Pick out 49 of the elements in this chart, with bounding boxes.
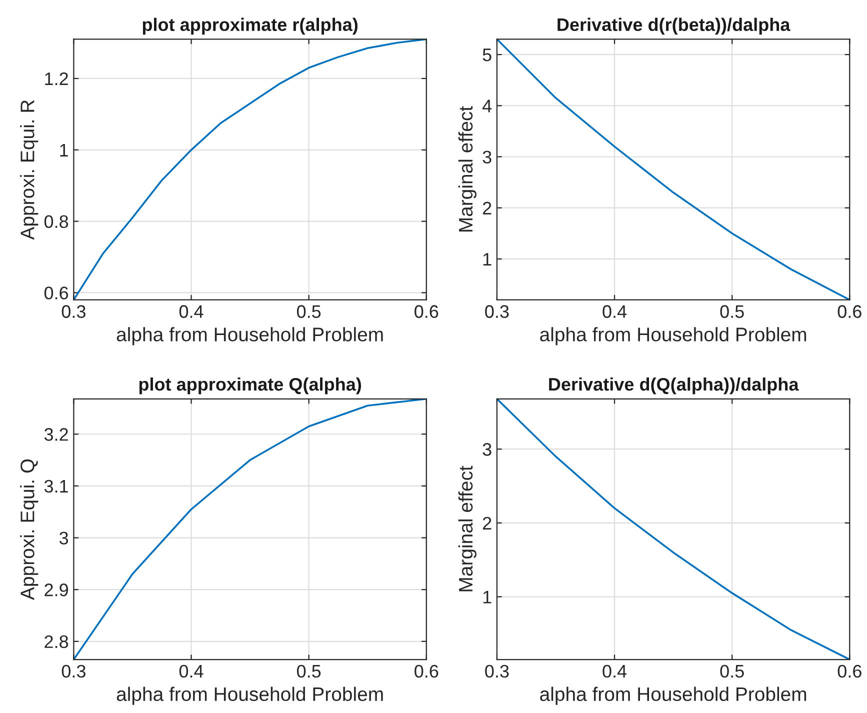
x-tick-label: 0.4 — [179, 664, 204, 678]
y-tick-label: 0.6 — [44, 286, 68, 300]
x-axis-title: alpha from Household Problem — [540, 686, 806, 705]
x-tick-label: 0.3 — [62, 664, 86, 678]
chart-title: plot approximate Q(alpha) — [139, 377, 362, 394]
chart-title: Derivative d(r(beta))/dalpha — [558, 18, 790, 35]
x-tick-label: 0.6 — [414, 664, 438, 678]
x-tick-label: 0.4 — [602, 305, 627, 318]
y-tick-label: 5 — [482, 48, 492, 62]
y-tick-label: 1.2 — [45, 72, 68, 86]
x-tick-label: 0.4 — [602, 664, 627, 678]
x-tick-label: 0.3 — [485, 305, 509, 318]
y-tick-label: 2.9 — [44, 584, 68, 596]
y-tick-label: 2.8 — [44, 635, 68, 648]
line-series — [496, 398, 850, 660]
x-axis-title: alpha from Household Problem — [540, 327, 806, 346]
x-tick-label: 0.6 — [838, 305, 862, 318]
x-tick-label: 0.4 — [179, 305, 204, 318]
y-tick-label: 2 — [482, 202, 492, 214]
x-tick-label: 0.5 — [296, 305, 321, 318]
x-tick-label: 0.3 — [485, 664, 509, 678]
y-tick-label: 3.2 — [44, 428, 68, 441]
y-tick-label: 3.1 — [44, 480, 68, 493]
y-axis-title: Marginal effect — [458, 466, 476, 592]
x-tick-label: 0.5 — [296, 664, 321, 678]
y-axis-title: Marginal effect — [458, 106, 476, 232]
y-tick-label: 3 — [482, 150, 492, 164]
x-tick-label: 0.5 — [720, 305, 744, 318]
x-axis-title: alpha from Household Problem — [116, 327, 383, 346]
y-tick-label: 4 — [482, 100, 492, 112]
y-tick-label: 1 — [483, 590, 492, 604]
line-series — [496, 39, 850, 300]
line-series — [74, 39, 426, 300]
x-tick-label: 0.6 — [414, 305, 438, 318]
x-tick-label: 0.3 — [62, 305, 86, 318]
y-tick-label: 0.8 — [44, 215, 68, 228]
chart-title: Derivative d(Q(alpha))/dalpha — [549, 377, 799, 394]
chart-title: plot approximate r(alpha) — [142, 18, 358, 35]
y-tick-label: 3 — [482, 443, 492, 456]
y-tick-label: 1 — [60, 144, 68, 156]
y-axis-title: Approxi. Equi. Q — [20, 459, 38, 600]
x-tick-label: 0.5 — [720, 664, 744, 678]
x-tick-label: 0.6 — [838, 664, 862, 678]
y-tick-label: 2 — [482, 516, 492, 530]
y-axis-title: Approxi. Equi. R — [20, 100, 38, 240]
y-tick-label: 1 — [483, 253, 492, 266]
y-tick-label: 3 — [59, 532, 68, 544]
line-series — [74, 398, 426, 660]
x-axis-title: alpha from Household Problem — [116, 686, 383, 705]
